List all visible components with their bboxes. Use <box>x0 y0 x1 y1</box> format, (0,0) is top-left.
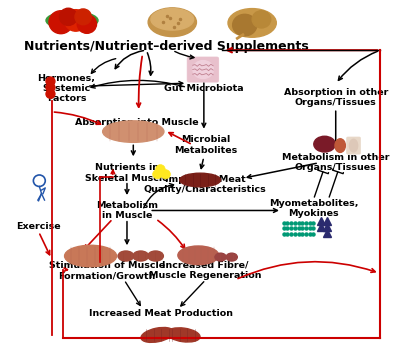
Ellipse shape <box>103 121 164 142</box>
Ellipse shape <box>178 246 219 265</box>
Text: Improved Meat
Quality/Characteristics: Improved Meat Quality/Characteristics <box>144 175 266 194</box>
Ellipse shape <box>314 136 335 152</box>
Text: Absorption in other
Organs/Tissues: Absorption in other Organs/Tissues <box>284 88 388 107</box>
Text: Absorption into Muscle: Absorption into Muscle <box>75 118 199 127</box>
Circle shape <box>161 170 170 179</box>
Circle shape <box>77 15 96 33</box>
Circle shape <box>75 9 91 25</box>
Text: Metabolism in other
Organs/Tissues: Metabolism in other Organs/Tissues <box>282 153 390 172</box>
Text: Gut Microbiota: Gut Microbiota <box>164 84 244 93</box>
Text: Hormones,
Systemic
Factors: Hormones, Systemic Factors <box>38 74 96 103</box>
Text: Metabolism
in Muscle: Metabolism in Muscle <box>96 201 158 220</box>
Ellipse shape <box>228 9 276 37</box>
Ellipse shape <box>226 253 237 261</box>
Text: Myometabolites,
Myokines: Myometabolites, Myokines <box>269 199 358 219</box>
Circle shape <box>153 170 162 179</box>
Circle shape <box>46 90 55 98</box>
Ellipse shape <box>133 251 148 261</box>
Circle shape <box>46 77 55 86</box>
Ellipse shape <box>167 328 200 342</box>
Ellipse shape <box>335 139 345 152</box>
Ellipse shape <box>180 173 220 187</box>
Circle shape <box>49 11 73 34</box>
Text: Nutrients/Nutrient–derived Supplements: Nutrients/Nutrient–derived Supplements <box>24 40 309 53</box>
Ellipse shape <box>215 253 226 261</box>
Text: Stimulation of Muscle
Formation/Growth: Stimulation of Muscle Formation/Growth <box>49 261 165 280</box>
FancyBboxPatch shape <box>187 57 219 82</box>
Ellipse shape <box>252 11 271 28</box>
Ellipse shape <box>151 9 194 30</box>
FancyBboxPatch shape <box>346 137 361 154</box>
Circle shape <box>46 83 55 92</box>
Text: Increased Fibre/
Muscle Regeneration: Increased Fibre/ Muscle Regeneration <box>150 261 262 280</box>
Circle shape <box>64 10 87 31</box>
Ellipse shape <box>46 12 98 30</box>
Ellipse shape <box>193 60 213 78</box>
Text: Increased Meat Production: Increased Meat Production <box>89 309 233 318</box>
Ellipse shape <box>141 328 174 342</box>
Text: Exercise: Exercise <box>16 222 61 231</box>
Circle shape <box>156 165 165 174</box>
Text: Microbial
Metabolites: Microbial Metabolites <box>174 135 237 154</box>
Ellipse shape <box>148 251 163 261</box>
Ellipse shape <box>64 245 116 267</box>
Ellipse shape <box>350 139 358 152</box>
Circle shape <box>59 8 77 26</box>
Ellipse shape <box>148 8 196 37</box>
Ellipse shape <box>118 251 134 261</box>
Ellipse shape <box>233 14 257 36</box>
Text: Nutrients in
Skeletal Muscle: Nutrients in Skeletal Muscle <box>85 163 169 183</box>
